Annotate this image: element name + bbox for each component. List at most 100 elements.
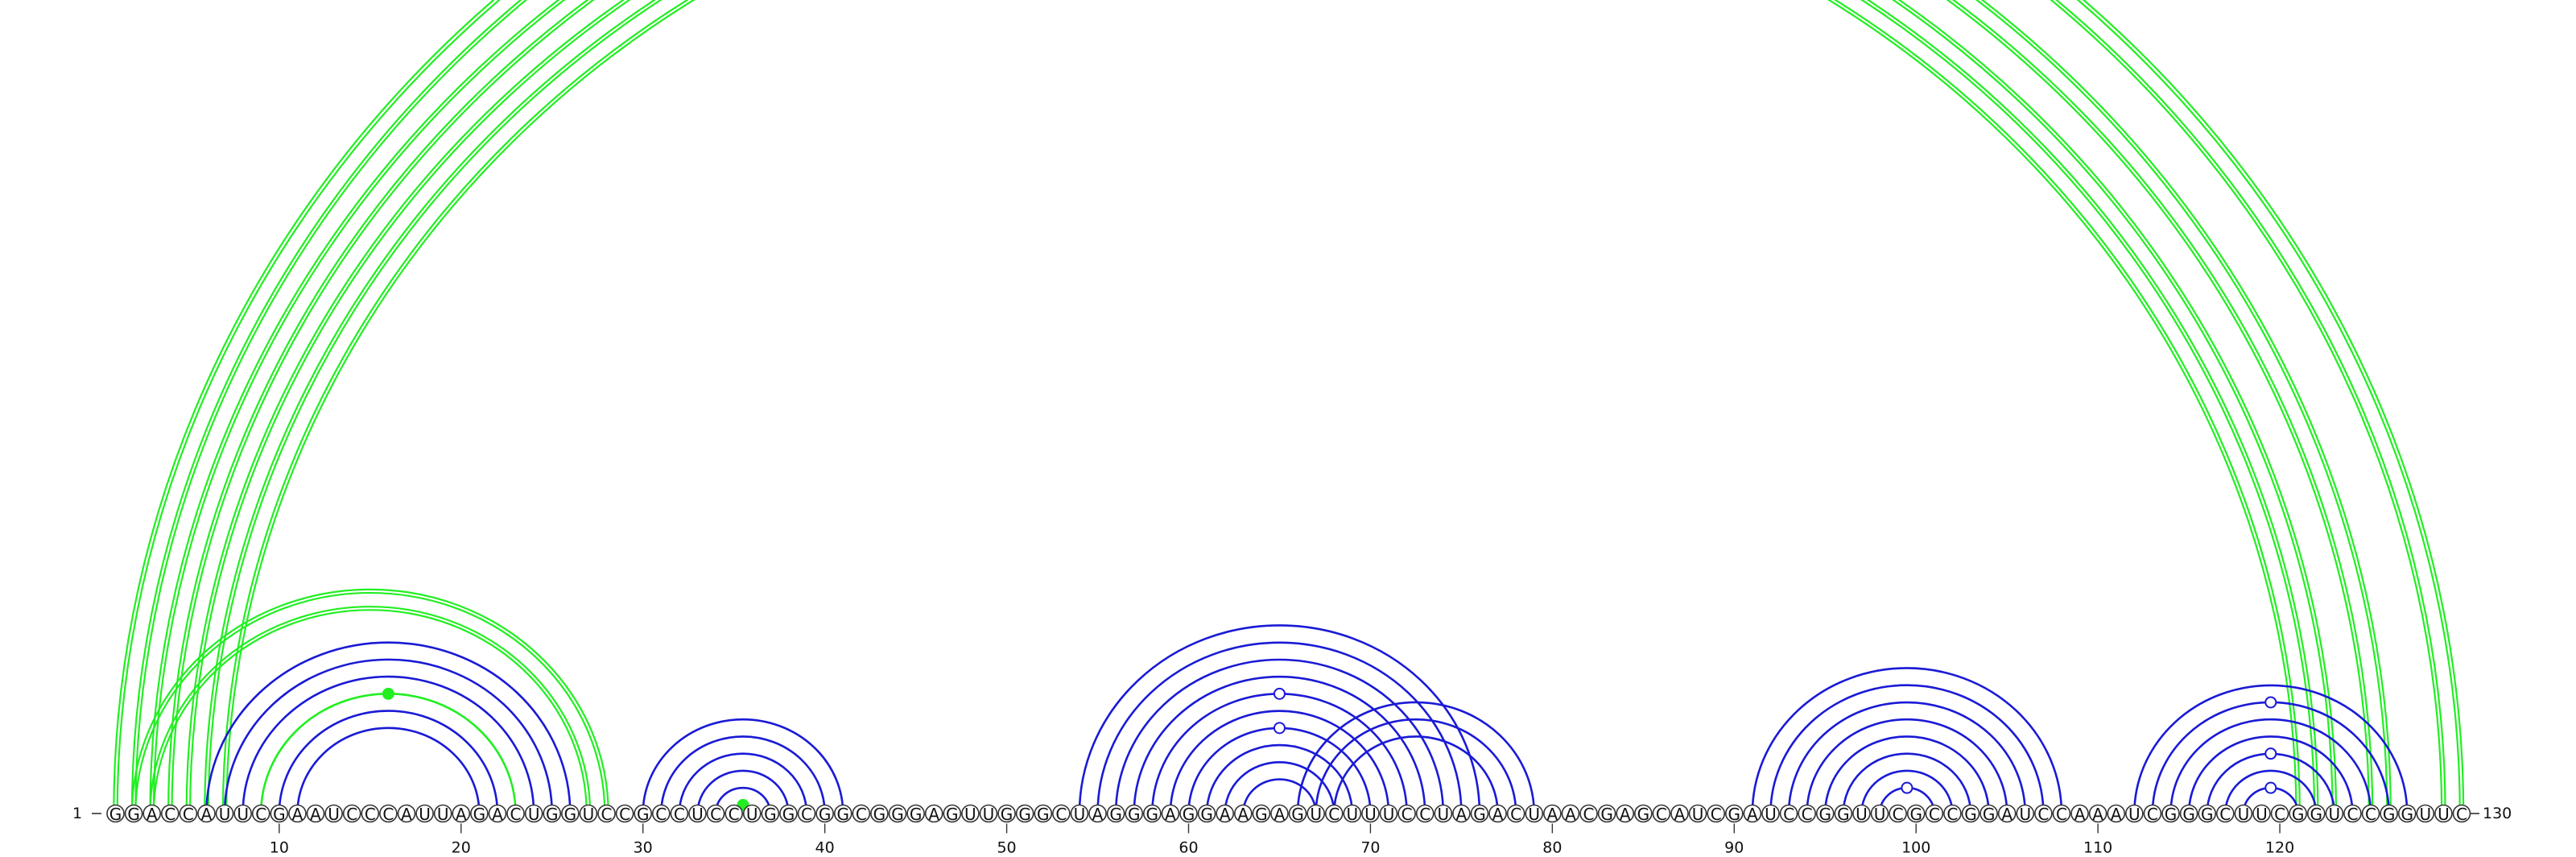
- nucleotide-67: U: [1307, 804, 1325, 824]
- svg-text:C: C: [1946, 805, 1958, 824]
- nucleotide-117: C: [2215, 804, 2235, 824]
- nucleotide-121: G: [2289, 804, 2307, 824]
- tick-label-110: 110: [2083, 839, 2112, 857]
- arc-93-106: [1787, 701, 2027, 814]
- arc-strand-inner: [190, 0, 2333, 814]
- svg-text:G: G: [1473, 805, 1486, 824]
- nucleotide-55: A: [1088, 804, 1107, 824]
- tick-label-70: 70: [1360, 839, 1380, 857]
- arc-54-76: [1078, 624, 1481, 814]
- arc-6-122: [204, 0, 2318, 814]
- nucleotide-79: U: [1525, 804, 1544, 824]
- arc-117-122: [2223, 769, 2318, 814]
- arc-95-104: [1823, 735, 1990, 814]
- arc-94-105: [1806, 718, 2008, 814]
- nucleotide-23: C: [506, 804, 525, 824]
- svg-text:U: U: [1347, 805, 1359, 824]
- svg-text:C: C: [1802, 805, 1813, 824]
- arc-strand: [696, 769, 790, 814]
- arc-strand-outer: [149, 0, 2392, 814]
- nucleotide-95: G: [1815, 804, 1835, 824]
- svg-text:U: U: [1437, 805, 1449, 824]
- svg-text:C: C: [2347, 805, 2358, 824]
- svg-text:G: G: [1818, 805, 1831, 824]
- svg-text:G: G: [836, 805, 849, 824]
- svg-text:U: U: [2419, 805, 2431, 824]
- arc-strand: [1241, 778, 1317, 814]
- arc-62-68: [1224, 760, 1335, 814]
- svg-text:U: U: [1765, 805, 1777, 824]
- arc-strand-inner: [225, 0, 2297, 814]
- nucleotide-71: U: [1379, 804, 1398, 824]
- nucleotide-60: G: [1179, 804, 1198, 824]
- arc-30-41: [642, 718, 844, 814]
- svg-text:C: C: [674, 805, 685, 824]
- arc-strand: [2223, 769, 2318, 814]
- nucleotide-44: G: [888, 804, 907, 824]
- svg-text:G: G: [891, 805, 904, 824]
- svg-text:U: U: [983, 805, 995, 824]
- arc-33-38: [696, 769, 790, 814]
- arc-3-126: [149, 0, 2392, 814]
- svg-text:A: A: [1547, 805, 1558, 824]
- svg-text:U: U: [328, 805, 340, 824]
- nucleotide-74: U: [1434, 804, 1453, 824]
- arc-8-24: [242, 675, 535, 814]
- arc-61-69: [1205, 743, 1354, 814]
- svg-text:U: U: [691, 805, 704, 824]
- nucleotide-102: C: [1943, 804, 1962, 824]
- nucleotide-66: G: [1288, 804, 1307, 824]
- arc-3-27: [149, 606, 592, 814]
- nucleotide-51: G: [1015, 804, 1034, 824]
- svg-text:A: A: [1237, 805, 1249, 824]
- arc-96-103: [1842, 752, 1972, 814]
- svg-text:U: U: [2019, 805, 2031, 824]
- svg-text:C: C: [1402, 805, 1413, 824]
- arc-56-74: [1114, 659, 1445, 814]
- nucleotide-30: G: [634, 804, 652, 824]
- svg-text:A: A: [492, 805, 503, 824]
- nucleotide-40: G: [815, 804, 834, 824]
- tick-label-10: 10: [270, 839, 289, 857]
- nucleotide-99: C: [1889, 804, 1907, 824]
- nucleotide-64: G: [1252, 804, 1271, 824]
- arc-68-77: [1332, 735, 1499, 814]
- nucleotide-120: C: [2270, 804, 2289, 824]
- arc-strand: [1751, 667, 2063, 814]
- nucleotide-101: C: [1925, 804, 1944, 824]
- svg-text:G: G: [2401, 805, 2413, 824]
- svg-text:C: C: [2056, 805, 2067, 824]
- nucleotide-76: G: [1470, 804, 1489, 824]
- nucleotide-16: C: [379, 804, 398, 824]
- svg-text:G: G: [2383, 805, 2396, 824]
- svg-text:C: C: [365, 805, 376, 824]
- nucleotide-37: G: [761, 804, 780, 824]
- svg-text:A: A: [1165, 805, 1176, 824]
- arc-strand: [1315, 718, 1517, 814]
- svg-text:G: G: [1109, 805, 1122, 824]
- nucleotide-89: C: [1707, 804, 1725, 824]
- arc-58-72: [1151, 687, 1408, 814]
- svg-text:C: C: [2219, 805, 2231, 824]
- nucleotide-47: G: [943, 804, 962, 824]
- svg-text:C: C: [729, 805, 740, 824]
- nucleotide-6: A: [197, 804, 216, 824]
- arc-strand-inner: [116, 0, 2461, 814]
- svg-text:G: G: [1600, 805, 1613, 824]
- nucleotide-31: C: [651, 804, 671, 824]
- svg-text:G: G: [1200, 805, 1213, 824]
- nucleotide-41: G: [833, 804, 852, 824]
- nucleotide-54: U: [1070, 804, 1089, 824]
- svg-text:A: A: [1220, 805, 1231, 824]
- arc-strand-outer: [132, 0, 2446, 814]
- svg-text:G: G: [2310, 805, 2323, 824]
- svg-text:A: A: [292, 805, 303, 824]
- arc-strand: [1823, 735, 1990, 814]
- nucleotide-38: G: [779, 804, 798, 824]
- svg-text:G: G: [1983, 805, 1996, 824]
- start-position-label: 1: [72, 805, 82, 822]
- nucleotide-90: G: [1724, 804, 1744, 824]
- nucleotide-48: U: [961, 804, 980, 824]
- arc-strand: [1205, 743, 1354, 814]
- svg-text:C: C: [2037, 805, 2049, 824]
